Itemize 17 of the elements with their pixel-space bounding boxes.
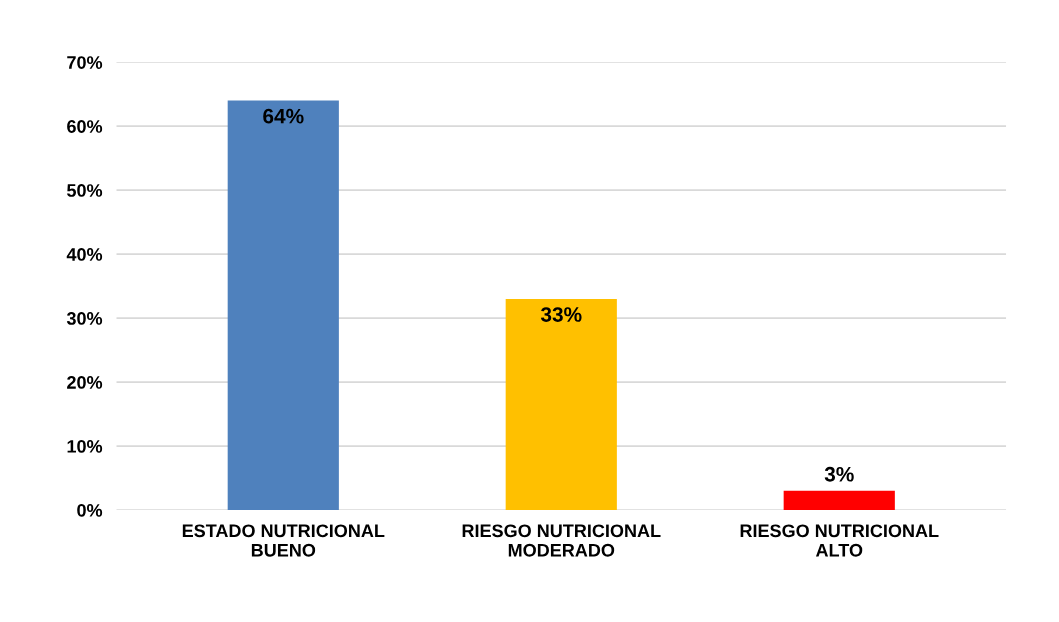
y-tick-label: 20% — [67, 376, 103, 389]
y-tick-label: 0% — [77, 503, 103, 517]
y-tick-label: 60% — [67, 120, 103, 133]
data-label: 33% — [540, 307, 582, 322]
bar — [783, 490, 895, 511]
y-tick-label: 10% — [67, 440, 103, 453]
data-label: 64% — [263, 108, 304, 124]
x-tick-label: RIESGO NUTRICIONAL MODERADO — [462, 524, 661, 557]
x-tick-label: RIESGO NUTRICIONAL ALTO — [740, 524, 939, 557]
bar — [505, 298, 617, 511]
x-tick-label: ESTADO NUTRICIONAL BUENO — [182, 524, 385, 557]
y-tick-label: 70% — [67, 56, 103, 69]
y-tick-label: 30% — [66, 312, 103, 325]
data-label: 3% — [824, 466, 854, 482]
y-tick-label: 50% — [67, 184, 103, 197]
y-tick-label: 40% — [66, 248, 103, 261]
bar — [227, 100, 339, 511]
